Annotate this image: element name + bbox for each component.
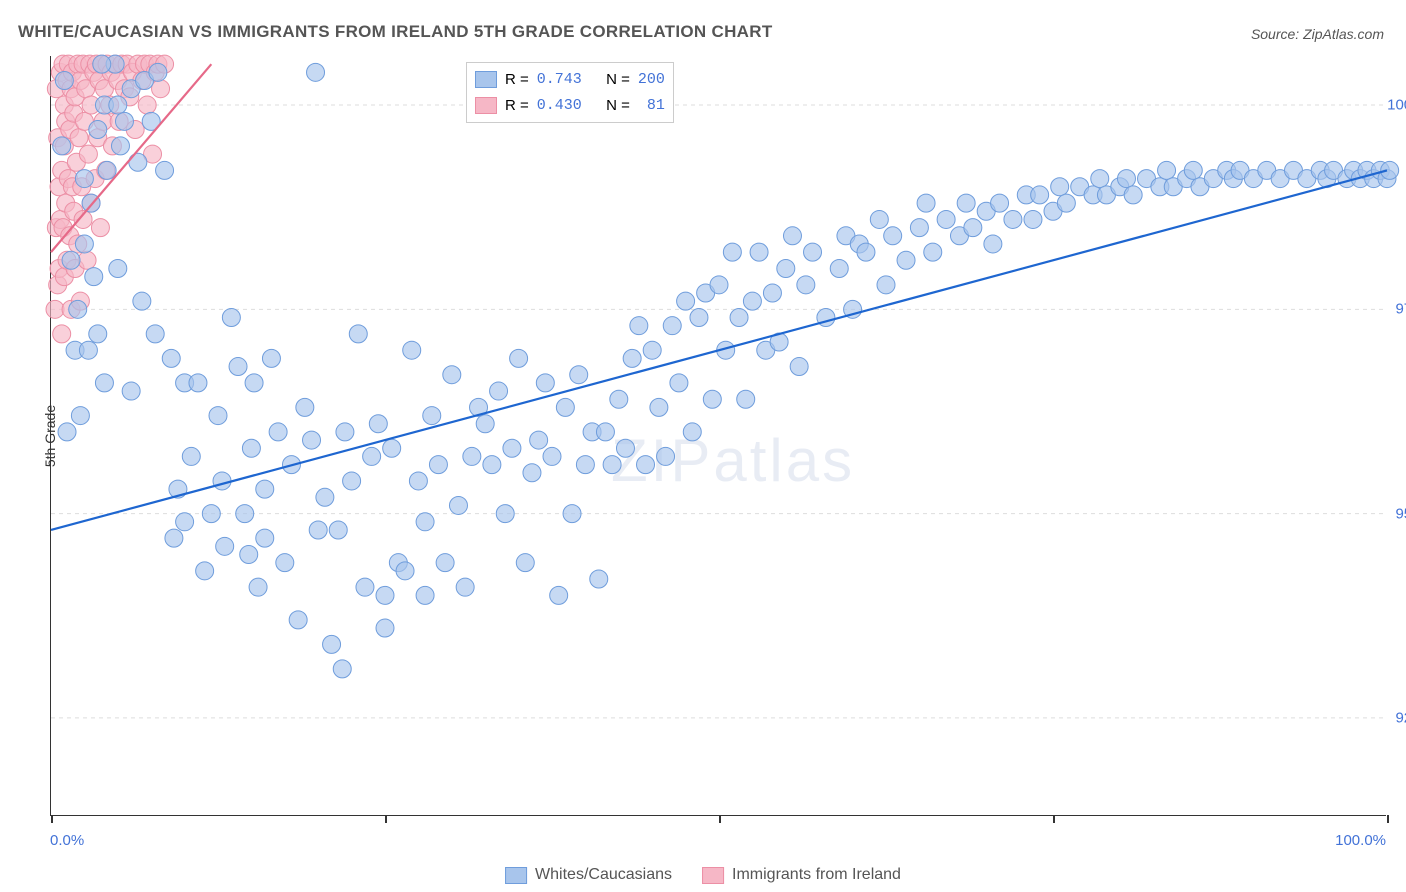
stats-row-2: R = 0.430 N = 81: [475, 93, 665, 119]
n-value-2: 81: [638, 93, 665, 119]
legend-item-1: Whites/Caucasians: [505, 866, 672, 884]
y-tick-label: 100.0%: [1387, 97, 1406, 114]
chart-svg: [51, 56, 1386, 815]
legend-item-2: Immigrants from Ireland: [702, 866, 901, 884]
x-tick: [719, 815, 721, 823]
x-tick: [385, 815, 387, 823]
legend-label-1: Whites/Caucasians: [535, 866, 672, 884]
y-tick-label: 92.5%: [1395, 709, 1406, 726]
x-max-label: 100.0%: [1335, 832, 1386, 849]
stats-row-1: R = 0.743 N = 200: [475, 67, 665, 93]
r-value-1: 0.743: [537, 67, 582, 93]
series-legend: Whites/Caucasians Immigrants from Irelan…: [505, 866, 901, 884]
swatch-blue: [505, 867, 527, 884]
r-label: R =: [505, 67, 529, 93]
x-tick: [1053, 815, 1055, 823]
n-label: N =: [606, 93, 630, 119]
r-value-2: 0.430: [537, 93, 582, 119]
x-tick: [51, 815, 53, 823]
n-value-1: 200: [638, 67, 665, 93]
x-tick: [1387, 815, 1389, 823]
n-label: N =: [606, 67, 630, 93]
source-label: Source: ZipAtlas.com: [1251, 26, 1384, 42]
y-tick-label: 97.5%: [1395, 301, 1406, 318]
y-tick-label: 95.0%: [1395, 505, 1406, 522]
x-min-label: 0.0%: [50, 832, 84, 849]
stats-legend: R = 0.743 N = 200 R = 0.430 N = 81: [466, 62, 674, 123]
swatch-pink: [702, 867, 724, 884]
plot-area: 5th Grade ZIPatlas 92.5%95.0%97.5%100.0%…: [50, 56, 1386, 816]
chart-title: WHITE/CAUCASIAN VS IMMIGRANTS FROM IRELA…: [18, 22, 773, 42]
swatch-pink: [475, 97, 497, 114]
legend-label-2: Immigrants from Ireland: [732, 866, 901, 884]
r-label: R =: [505, 93, 529, 119]
swatch-blue: [475, 71, 497, 88]
